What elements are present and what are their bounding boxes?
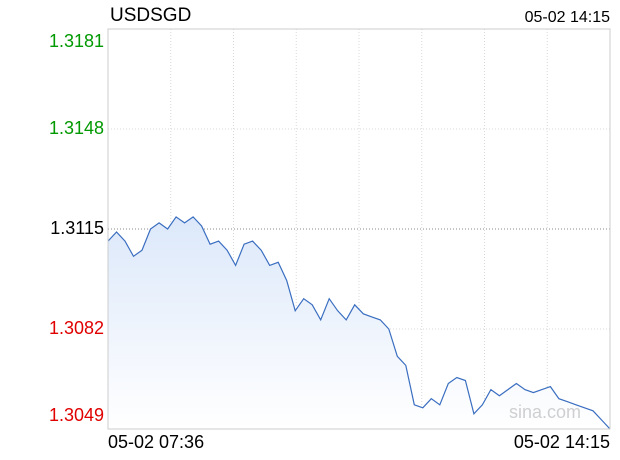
chart-title: USDSGD bbox=[110, 5, 191, 26]
y-tick-label: 1.3049 bbox=[49, 405, 104, 425]
y-tick-label: 1.3115 bbox=[50, 218, 104, 238]
x-tick-label: 05-02 14:15 bbox=[514, 432, 610, 452]
price-line bbox=[107, 216, 611, 430]
plot-border bbox=[107, 28, 611, 430]
x-tick-label: 05-02 07:36 bbox=[108, 432, 204, 452]
y-tick-label: 1.3148 bbox=[49, 118, 104, 138]
y-tick-label: 1.3181 bbox=[49, 31, 104, 51]
area bbox=[108, 216, 610, 429]
watermark: sina.com bbox=[509, 402, 581, 422]
timestamp: 05-02 14:15 bbox=[525, 9, 611, 26]
y-tick-label: 1.3082 bbox=[49, 318, 104, 338]
